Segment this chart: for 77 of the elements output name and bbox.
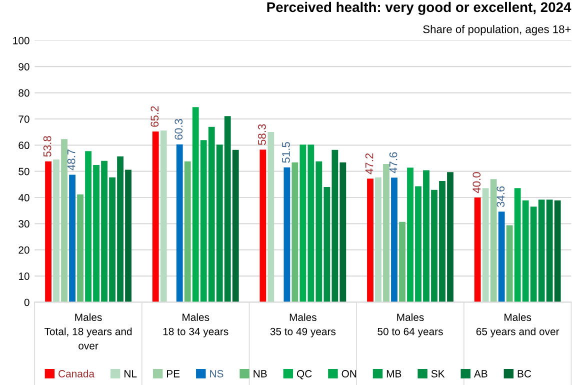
bar	[375, 177, 382, 302]
legend-label: SK	[431, 370, 445, 378]
bar	[490, 179, 497, 302]
bar	[160, 130, 167, 302]
chart-title: Perceived health: very good or excellent, 2024	[267, 2, 572, 15]
legend-label: NL	[124, 370, 137, 378]
bar	[439, 181, 446, 302]
data-label: 47.6	[389, 152, 398, 174]
bar	[224, 116, 231, 302]
bar	[292, 162, 298, 302]
y-tick-label: 0	[24, 298, 30, 306]
bar	[260, 150, 266, 302]
bar	[474, 198, 481, 302]
x-tick-label: Males 35 to 49 years	[270, 313, 336, 338]
bar	[216, 144, 223, 302]
data-label: 48.7	[67, 149, 76, 170]
bar	[482, 188, 489, 302]
bar	[125, 170, 132, 302]
legend-label: PE	[167, 370, 180, 378]
y-tick-label: 20	[18, 246, 30, 254]
bar	[69, 174, 76, 302]
bar	[61, 139, 68, 302]
legend-label: AB	[474, 370, 488, 378]
bar	[554, 200, 561, 302]
bar	[77, 194, 84, 302]
y-tick-label: 30	[18, 220, 30, 228]
y-tick-label: 40	[18, 194, 30, 202]
data-label: 53.8	[43, 136, 52, 157]
bar	[399, 222, 406, 302]
bar	[383, 164, 390, 302]
bar	[332, 150, 338, 302]
legend-label: NB	[254, 370, 267, 378]
y-tick-label: 10	[18, 272, 30, 280]
legend-label: BC	[518, 370, 532, 378]
data-label: 60.3	[174, 119, 183, 140]
legend-label: MB	[386, 370, 402, 378]
x-tick-label: Males 18 to 34 years	[163, 313, 228, 338]
bar	[184, 161, 191, 302]
legend-label: Canada	[58, 370, 95, 378]
bar	[152, 132, 159, 302]
data-label: 65.2	[150, 106, 159, 127]
bar	[53, 160, 60, 302]
bar	[367, 178, 374, 302]
chart-subtitle: Share of population, ages 18+	[423, 25, 571, 36]
data-label: 40.0	[472, 172, 481, 194]
bar	[45, 161, 52, 302]
bar	[498, 212, 505, 302]
x-tick-label: Males 50 to 64 years	[378, 313, 443, 338]
bar	[506, 225, 513, 302]
bar	[431, 190, 438, 302]
bar	[324, 187, 330, 302]
y-tick-label: 90	[18, 63, 30, 70]
x-tick-label: Males 65 years and over	[476, 313, 560, 338]
y-tick-label: 70	[18, 115, 30, 123]
data-label: 58.3	[258, 124, 266, 145]
bar	[109, 177, 116, 302]
y-tick-label: 50	[18, 168, 30, 176]
y-tick-label: 60	[18, 142, 30, 150]
y-tick-label: 100	[13, 36, 30, 44]
bar	[538, 200, 545, 302]
data-label: 51.5	[282, 142, 290, 163]
bar	[232, 150, 239, 302]
bar	[447, 172, 454, 302]
bar	[176, 144, 183, 302]
bar	[391, 178, 398, 302]
x-tick-label: Males Total, 18 years and over	[44, 313, 132, 350]
bar	[546, 200, 553, 302]
bar	[117, 156, 124, 302]
legend-label: ON	[342, 370, 356, 378]
bar	[268, 132, 274, 302]
legend-label: QC	[296, 370, 312, 380]
legend-label: NS	[210, 370, 224, 378]
bar	[284, 167, 290, 302]
data-label: 34.6	[496, 186, 505, 208]
y-tick-label: 80	[18, 89, 30, 97]
data-label: 47.2	[365, 153, 374, 174]
bar	[340, 162, 346, 302]
